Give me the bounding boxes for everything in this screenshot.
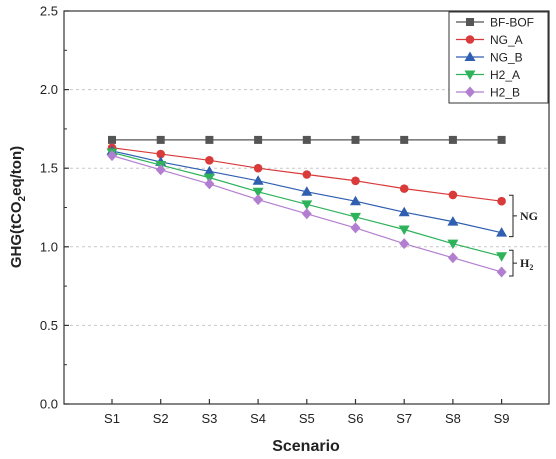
data-point — [350, 212, 361, 223]
bracket-annotation: H2 — [509, 249, 533, 277]
bracket-label: NG — [520, 209, 538, 223]
data-point — [302, 170, 312, 179]
legend-item: H2_A — [456, 68, 520, 82]
legend-item: NG_B — [456, 51, 523, 65]
annotation-layer: NG H2 — [509, 194, 538, 277]
data-point — [448, 135, 457, 144]
x-tick-label: S9 — [494, 411, 510, 426]
legend-marker — [466, 18, 474, 26]
data-point — [252, 187, 264, 198]
data-point — [205, 135, 214, 144]
bracket-label: H2 — [520, 256, 533, 272]
data-point — [447, 252, 458, 264]
y-tick-label: 2.5 — [40, 4, 58, 19]
series-h2-b — [107, 150, 507, 278]
y-axis-title-suffix: eq/ton) — [8, 146, 25, 196]
x-axis: S1 S2 S3 S4 S5 S6 S7 S8 S9 — [104, 399, 510, 426]
y-tick-label: 1.0 — [40, 239, 58, 254]
data-point — [497, 196, 506, 206]
y-tick-label: 0.0 — [40, 397, 58, 412]
data-point — [496, 266, 507, 278]
bracket-label-subscript: 2 — [529, 263, 533, 272]
bracket-line — [509, 194, 517, 238]
y-axis: 0.0 0.5 1.0 1.5 2.0 2.5 — [40, 4, 69, 412]
x-tick-label: S6 — [348, 411, 364, 426]
data-point — [204, 178, 215, 190]
bracket-label-main: NG — [520, 209, 538, 223]
data-point — [496, 227, 508, 237]
data-point — [108, 135, 116, 144]
data-point — [253, 163, 263, 173]
x-tick-label: S4 — [250, 411, 266, 426]
x-tick-label: S8 — [445, 411, 461, 426]
legend-marker — [465, 86, 475, 98]
data-point — [399, 238, 410, 250]
y-axis-title-subscript: 2 — [17, 195, 28, 201]
data-point — [398, 206, 410, 217]
y-axis-title: GHG(tCO2eq/ton) — [8, 146, 28, 268]
data-point — [205, 156, 214, 165]
data-point — [398, 225, 410, 236]
data-point — [203, 165, 215, 176]
series-ng-a — [107, 143, 506, 206]
legend-label: NG_B — [490, 51, 523, 65]
x-tick-label: S3 — [201, 411, 217, 426]
data-point — [497, 135, 506, 144]
data-point — [496, 252, 508, 262]
bracket-label-main: H — [520, 256, 530, 270]
data-point — [107, 150, 117, 162]
data-point — [350, 222, 361, 234]
data-point — [351, 135, 360, 144]
series-h2-a — [106, 148, 508, 262]
data-point — [156, 135, 165, 144]
data-point — [203, 173, 215, 184]
data-point — [155, 164, 166, 176]
legend-item: H2_B — [456, 86, 520, 100]
data-point — [301, 186, 313, 196]
data-point — [301, 200, 313, 210]
legend-item: NG_A — [456, 33, 523, 47]
x-tick-label: S1 — [104, 411, 120, 426]
data-point — [252, 175, 264, 185]
data-point — [156, 149, 165, 159]
data-point — [399, 184, 409, 193]
legend-label: H2_A — [490, 68, 520, 82]
data-point — [351, 176, 360, 186]
legend-marker — [464, 70, 476, 80]
y-tick-label: 2.0 — [40, 82, 58, 97]
series-bf-bof — [108, 135, 506, 144]
series-layer — [106, 135, 508, 278]
bracket-line — [509, 249, 517, 277]
x-tick-label: S5 — [299, 411, 315, 426]
legend-label: H2_B — [490, 86, 520, 100]
legend-item: BF-BOF — [456, 16, 534, 30]
data-point — [400, 135, 409, 144]
legend-marker — [464, 51, 476, 61]
y-axis-title-prefix: GHG(tCO — [8, 201, 25, 268]
legend-label: BF-BOF — [490, 16, 534, 30]
data-point — [448, 190, 458, 200]
data-point — [254, 135, 263, 144]
legend-marker — [465, 35, 475, 44]
y-tick-label: 0.5 — [40, 318, 58, 333]
data-point — [447, 239, 459, 250]
legend-label: NG_A — [490, 33, 523, 47]
data-point — [302, 135, 311, 144]
x-tick-label: S7 — [396, 411, 412, 426]
data-point — [301, 208, 312, 220]
x-tick-label: S2 — [153, 411, 169, 426]
series-ng-b — [106, 145, 508, 237]
data-point — [350, 195, 361, 206]
y-tick-label: 1.5 — [40, 161, 58, 176]
x-axis-title: Scenario — [272, 438, 340, 455]
data-point — [447, 216, 459, 226]
data-point — [253, 194, 264, 206]
legend: BF-BOF NG_A NG_B H2_A H2_B — [448, 11, 549, 104]
bracket-annotation: NG — [509, 194, 538, 238]
